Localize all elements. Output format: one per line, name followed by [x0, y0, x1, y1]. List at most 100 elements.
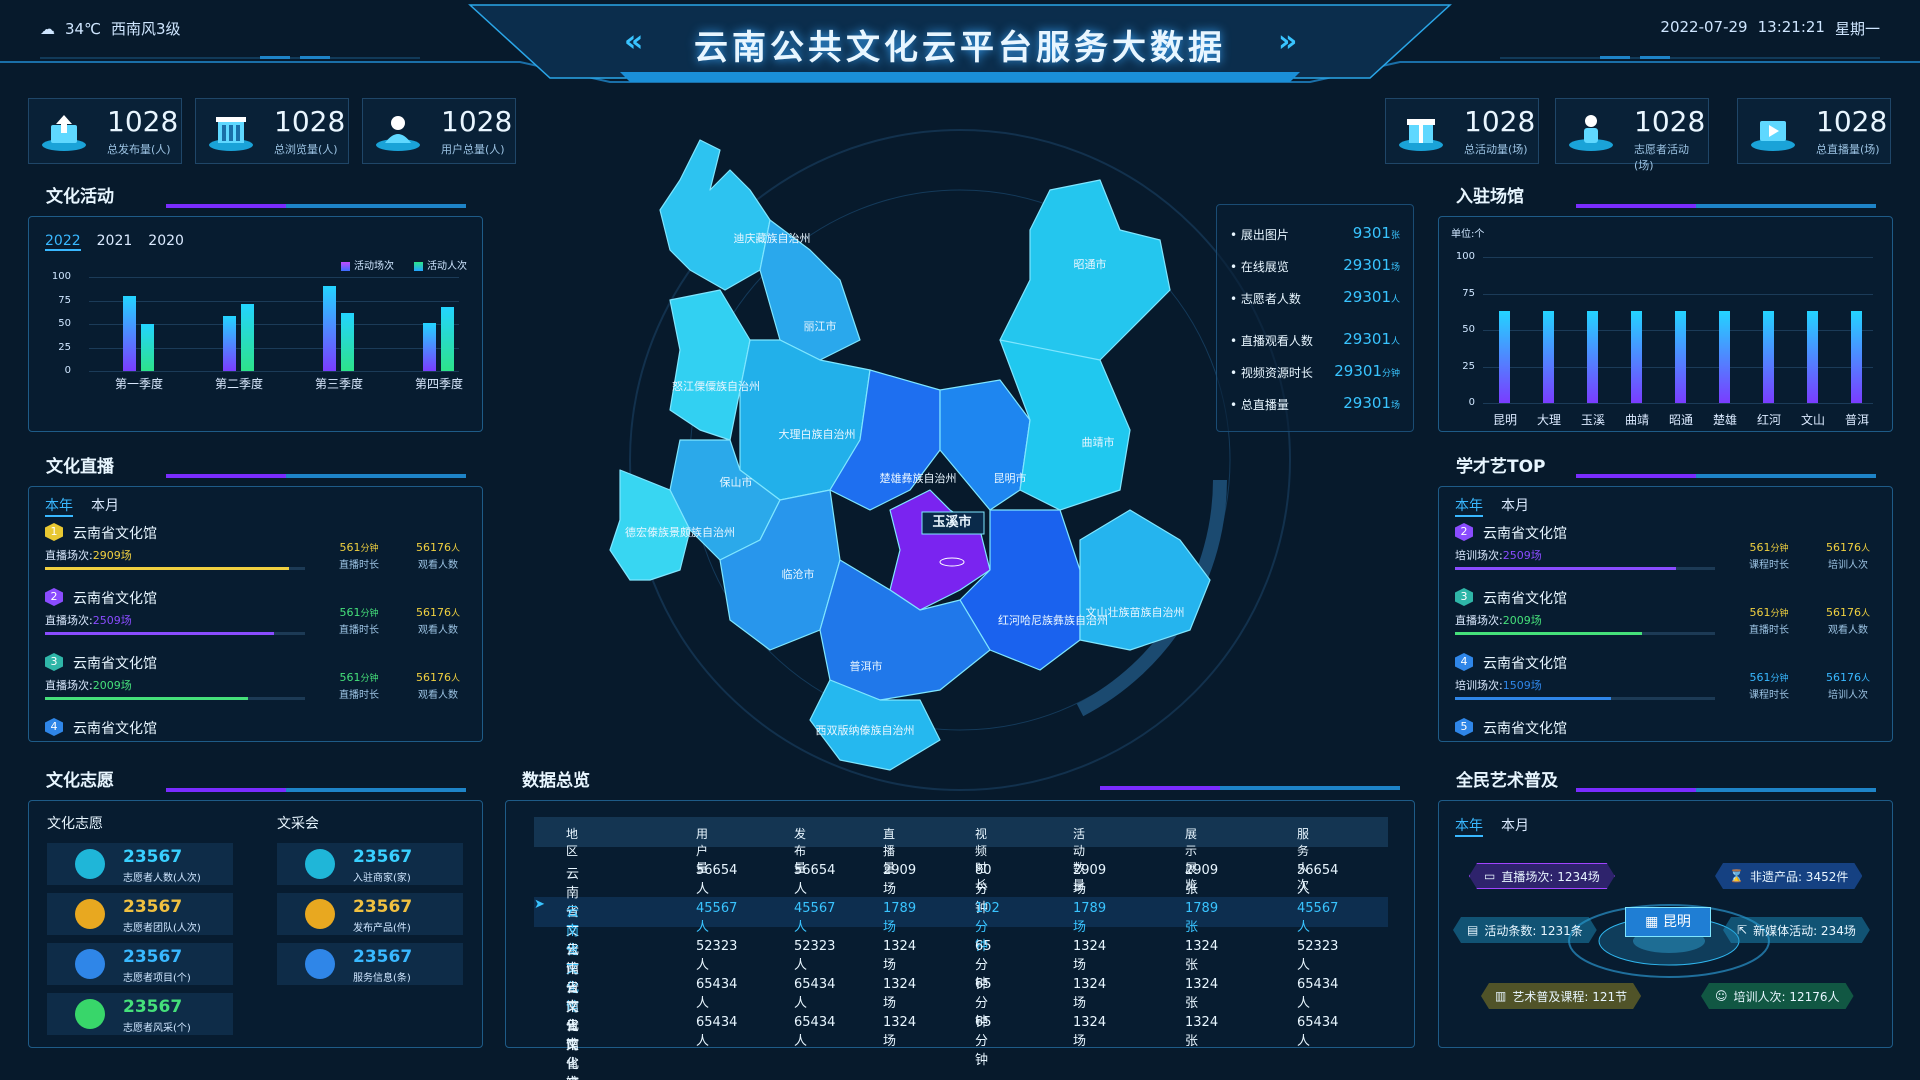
- title-underline: [166, 474, 466, 478]
- art-tag[interactable]: ▤ 活动条数: 1231条: [1453, 917, 1597, 943]
- panel-top-art: 本年 本月 2 云南省文化馆 培训场次:2509场 561分钟 课程时长 56176人 培训…: [1438, 486, 1893, 742]
- weather-temp: 34℃: [65, 19, 101, 38]
- art-tag[interactable]: ☺ 培训人次: 12176人: [1701, 983, 1854, 1009]
- panel-culture-live: 本年 本月 1 云南省文化馆 直播场次:2909场 561分钟 直播时长 56176人 观看…: [28, 486, 483, 742]
- stat-label: 总发布量(人): [107, 143, 171, 156]
- header-frame: [0, 4, 1920, 83]
- map-region[interactable]: [1079, 509, 1211, 651]
- map-region[interactable]: [959, 509, 1081, 671]
- views-value: 56176人: [403, 541, 473, 554]
- table-header-cell: 服务人次: [1297, 827, 1310, 892]
- chevron-right-icon: »: [1278, 24, 1298, 59]
- views-num: 56176: [415, 606, 451, 619]
- views-label: 培训人次: [1828, 560, 1868, 571]
- panel-title-data-overview: 数据总览: [522, 771, 590, 791]
- venue-bar: [1763, 311, 1774, 403]
- duration-unit: 分钟: [360, 544, 379, 554]
- tab-this-month[interactable]: 本月: [1501, 498, 1529, 514]
- venue-bar: [1499, 311, 1510, 403]
- table-cell: 65分钟: [975, 977, 992, 1030]
- views-unit: 人: [450, 609, 460, 619]
- building-icon: [209, 117, 253, 151]
- item-name: 云南省文化馆: [73, 591, 157, 607]
- map-label: 红河哈尼族彝族自治州: [998, 614, 1108, 627]
- table-cell: 45567人: [696, 901, 738, 935]
- grid-line: [1483, 293, 1873, 295]
- project-icon: [75, 949, 105, 979]
- map-label-selected[interactable]: 玉溪市: [932, 515, 972, 530]
- item-sub-value: 2509场: [1502, 549, 1542, 562]
- item-sub: 直播场次:2909场: [45, 547, 132, 563]
- title-underline: [1576, 474, 1876, 478]
- tab-this-year[interactable]: 本年: [1455, 495, 1483, 517]
- art-tag[interactable]: ▭ 直播场次: 1234场: [1469, 863, 1615, 889]
- rank-badge: 5: [1455, 718, 1473, 736]
- legend-item: 活动场次: [341, 257, 394, 272]
- tab-2020[interactable]: 2020: [148, 233, 184, 249]
- duration-value: 561分钟: [329, 606, 389, 619]
- map-region[interactable]: [669, 289, 751, 441]
- progress-bar: [45, 567, 305, 570]
- bar-sessions: [123, 295, 136, 371]
- tab-this-month[interactable]: 本月: [91, 498, 119, 514]
- table-cell: 1324场: [883, 1015, 917, 1049]
- map-region[interactable]: [659, 139, 771, 291]
- map-region[interactable]: [759, 219, 861, 361]
- views-num: 56176: [1825, 541, 1861, 554]
- map-region[interactable]: [809, 679, 941, 771]
- item-name: 云南省文化馆: [1483, 526, 1567, 542]
- panel-title-culture-activity: 文化活动: [46, 187, 114, 207]
- map-region[interactable]: [609, 469, 691, 581]
- weather: ☁ 34℃ 西南风3级: [40, 18, 180, 39]
- title-underline: [166, 204, 466, 208]
- tab-this-year[interactable]: 本年: [45, 495, 73, 517]
- stat-card-live: 1028 总直播量(场): [1737, 98, 1891, 164]
- table-cell: 1324场: [1073, 939, 1107, 973]
- x-tick-label: 楚雄: [1712, 413, 1737, 427]
- weekday-text: 星期一: [1834, 20, 1880, 38]
- map-stat-row: • 直播观看人数 29301人: [1230, 330, 1400, 349]
- grid-line: [89, 347, 459, 349]
- gift-icon: [1399, 119, 1443, 151]
- map-region[interactable]: [939, 379, 1031, 511]
- map-stat-name: 总直播量: [1240, 398, 1289, 412]
- y-axis-unit: 单位:个: [1451, 229, 1485, 240]
- yunnan-map: [609, 129, 1291, 791]
- map-region[interactable]: [999, 339, 1131, 511]
- date-text: 2022-07-29: [1660, 18, 1748, 36]
- table-cell: 1324场: [883, 939, 917, 973]
- box-icon: [305, 899, 335, 929]
- title-underline: [1576, 204, 1876, 208]
- item-sub-value: 2009场: [92, 679, 132, 692]
- map-region[interactable]: [999, 179, 1171, 371]
- table-cell: 云南省文化馆: [566, 905, 580, 1015]
- y-tick-label: 25: [58, 341, 71, 353]
- tab-2022[interactable]: 2022: [45, 233, 81, 251]
- table-cell: 2909张: [1185, 863, 1219, 897]
- rank-badge: 4: [1455, 653, 1473, 671]
- duration-label: 直播时长: [339, 560, 379, 571]
- venue-bar: [1719, 311, 1730, 403]
- bar-attendance: [141, 324, 154, 371]
- map-stats-box: [1216, 204, 1414, 432]
- map-stat-label: •: [1230, 366, 1241, 380]
- venue-bar: [1587, 311, 1598, 403]
- center-city-label[interactable]: ▦ 昆明: [1625, 907, 1711, 937]
- art-tag[interactable]: ⌛ 非遗产品: 3452件: [1715, 863, 1862, 889]
- item-name: 云南省文化馆: [73, 656, 157, 672]
- page-title: 云南公共文化云平台服务大数据: [694, 28, 1226, 68]
- tab-2021[interactable]: 2021: [96, 233, 133, 249]
- duration-value: 561分钟: [1739, 541, 1799, 554]
- stat-value: 1028: [1816, 105, 1888, 138]
- tab-this-month[interactable]: 本月: [1501, 818, 1529, 834]
- art-tag[interactable]: ⇱ 新媒体活动: 234场: [1723, 917, 1870, 943]
- panel-title-volunteer: 文化志愿: [46, 771, 114, 791]
- duration-num: 561: [1749, 541, 1771, 554]
- stat-label: 志愿者活动(场): [1634, 143, 1689, 172]
- duration-label: 课程时长: [1749, 690, 1789, 701]
- stat-card-activity: 1028 总活动量(场): [1385, 98, 1539, 164]
- art-tag[interactable]: ▥ 艺术普及课程: 121节: [1481, 983, 1641, 1009]
- views-num: 56176: [1825, 606, 1861, 619]
- tab-this-year[interactable]: 本年: [1455, 815, 1483, 837]
- bar-sessions: [223, 316, 236, 371]
